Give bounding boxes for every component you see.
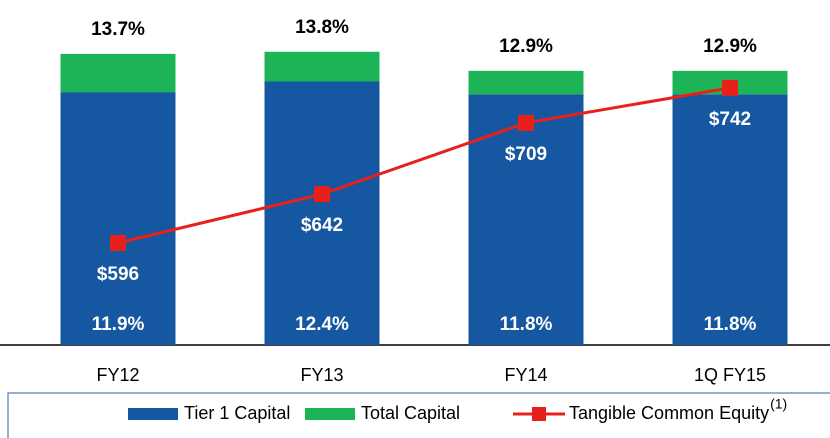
x-tick-label: FY14: [504, 365, 547, 385]
line-marker: [314, 186, 330, 203]
line-label: $709: [505, 144, 547, 165]
total-label: 13.7%: [91, 19, 145, 40]
legend-label: Tangible Common Equity: [569, 403, 769, 423]
x-tick-label: FY13: [300, 365, 343, 385]
legend-label: Tier 1 Capital: [184, 403, 290, 423]
legend-note: (1): [770, 396, 787, 412]
total-label: 12.9%: [703, 36, 757, 57]
bar-segment: [672, 94, 788, 345]
bar-label: 11.9%: [92, 314, 145, 335]
total-label: 12.9%: [499, 36, 553, 57]
bar-label: 11.8%: [500, 314, 553, 335]
bar-segment: [264, 81, 380, 345]
line: [117, 86, 731, 245]
bar-label: 12.4%: [295, 314, 349, 335]
line-marker: [518, 114, 534, 131]
line-marker: [110, 235, 126, 251]
total-label: 13.8%: [295, 17, 349, 38]
legend-label: Total Capital: [361, 403, 460, 423]
legend-swatch: [305, 408, 355, 420]
bar-segment: [468, 70, 584, 95]
bar-segment: [60, 53, 176, 93]
x-tick-label: 1Q FY15: [694, 365, 766, 385]
line-label: $642: [301, 215, 343, 236]
legend-box: [7, 392, 830, 438]
legend-marker: [532, 407, 546, 421]
legend-swatch: [128, 408, 178, 420]
line-label: $742: [709, 109, 751, 130]
bar-segment: [60, 92, 176, 345]
line-marker: [722, 79, 738, 96]
bar-segment: [264, 51, 380, 82]
x-tick-label: FY12: [96, 365, 139, 385]
line-label: $596: [97, 264, 139, 285]
bar-segment: [468, 94, 584, 345]
bar-label: 11.8%: [704, 314, 757, 335]
